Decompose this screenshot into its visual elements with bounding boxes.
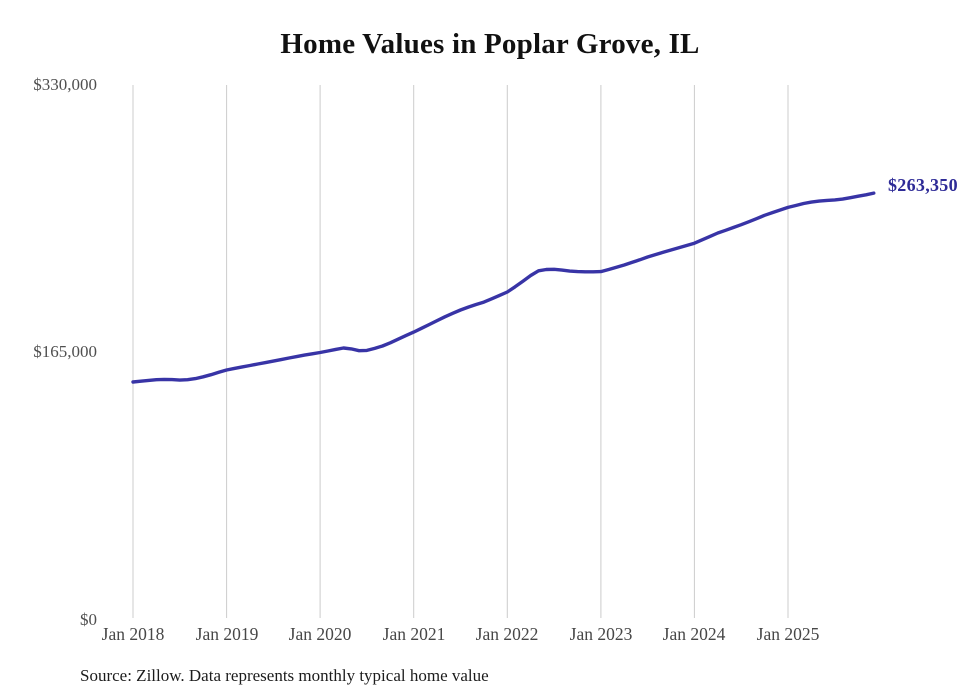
- x-tick-label-jan-2024: Jan 2024: [662, 624, 726, 644]
- x-tick-label-jan-2018: Jan 2018: [101, 624, 165, 644]
- chart-title: Home Values in Poplar Grove, IL: [280, 28, 700, 60]
- x-tick-label-jan-2021: Jan 2021: [382, 624, 446, 644]
- y-tick-label-0: $0: [80, 610, 97, 629]
- x-tick-label-jan-2022: Jan 2022: [475, 624, 539, 644]
- source-note: Source: Zillow. Data represents monthly …: [80, 666, 489, 685]
- x-tick-label-jan-2023: Jan 2023: [569, 624, 633, 644]
- x-tick-label-jan-2019: Jan 2019: [195, 624, 259, 644]
- vertical-gridlines: [132, 85, 789, 618]
- x-tick-label-jan-2020: Jan 2020: [288, 624, 352, 644]
- y-tick-label-330000: $330,000: [33, 75, 97, 94]
- latest-value-label: $263,350: [888, 175, 958, 195]
- x-tick-label-jan-2025: Jan 2025: [756, 624, 820, 644]
- y-tick-label-165000: $165,000: [33, 342, 97, 361]
- home-value-line-series: [131, 191, 876, 384]
